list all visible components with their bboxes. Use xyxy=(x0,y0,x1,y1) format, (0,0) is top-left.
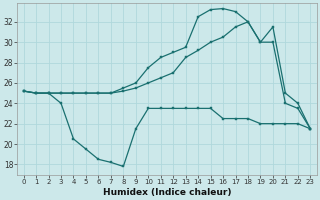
X-axis label: Humidex (Indice chaleur): Humidex (Indice chaleur) xyxy=(103,188,231,197)
